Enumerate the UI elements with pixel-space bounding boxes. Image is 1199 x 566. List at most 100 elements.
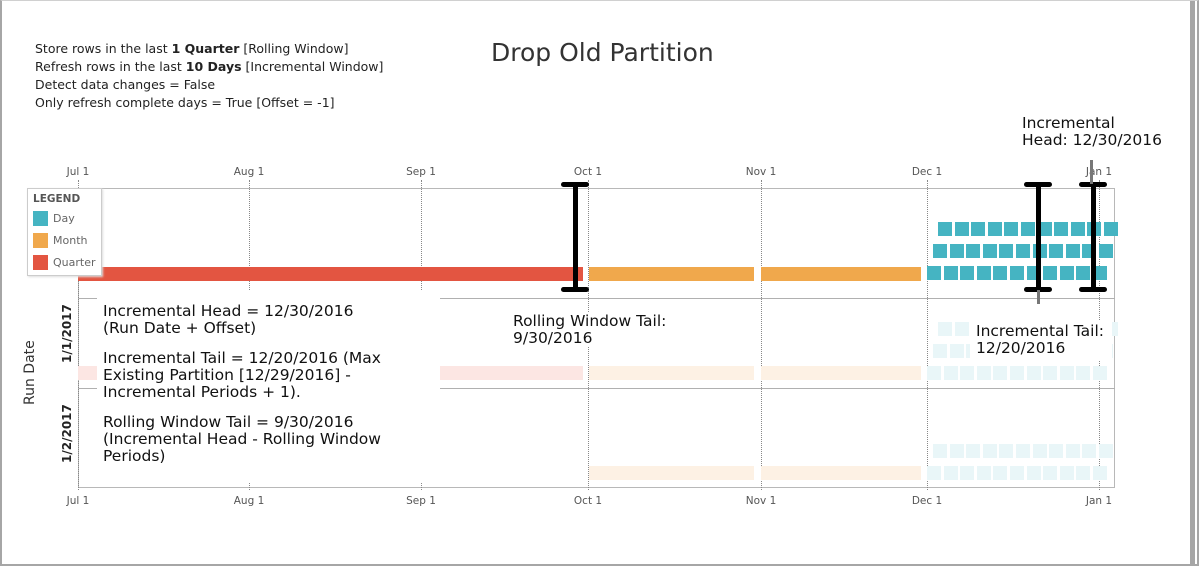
x-tick-top: Jul 1 <box>66 166 90 178</box>
day-bar <box>1104 222 1118 236</box>
day-bar <box>999 244 1014 258</box>
legend: LEGEND Day Month Quarter <box>27 188 102 276</box>
day-bar <box>1032 444 1047 458</box>
day-bar <box>927 366 941 380</box>
day-bar <box>976 266 991 280</box>
day-bar <box>954 222 969 236</box>
day-bar <box>982 244 997 258</box>
day-bar <box>1043 366 1058 380</box>
text: [Incremental Window] <box>241 59 384 74</box>
i-beam-marker <box>1091 184 1096 290</box>
day-bar <box>1026 366 1041 380</box>
legend-title: LEGEND <box>33 193 81 205</box>
callout-incremental-tail: Incremental Tail: 12/20/2016 <box>970 320 1112 360</box>
x-tick-bottom: Jan 1 <box>1085 495 1113 507</box>
text: [Rolling Window] <box>239 41 349 56</box>
day-bar <box>1010 266 1024 280</box>
legend-label: Quarter <box>53 255 96 269</box>
legend-item-day[interactable]: Day <box>33 207 96 229</box>
day-bar <box>949 244 964 258</box>
day-bar <box>987 222 1002 236</box>
setting-line: Detect data changes = False <box>35 76 383 94</box>
day-bar <box>933 344 947 358</box>
day-bar <box>1065 244 1080 258</box>
day-bar <box>993 266 1008 280</box>
setting-line: Store rows in the last 1 Quarter [Rollin… <box>35 40 383 58</box>
day-bar <box>1054 222 1069 236</box>
note-incremental-head: Incremental Head = 12/30/2016 (Run Date … <box>103 302 354 337</box>
swatch <box>33 254 48 270</box>
note-rolling-tail: Rolling Window Tail = 9/30/2016 (Increme… <box>103 413 381 465</box>
callout-rolling-tail: Rolling Window Tail: 9/30/2016 <box>513 313 683 347</box>
settings-description: Store rows in the last 1 Quarter [Rollin… <box>35 40 383 112</box>
legend-item-quarter[interactable]: Quarter <box>33 251 96 273</box>
day-bar <box>993 366 1008 380</box>
marker-cap <box>1024 287 1052 292</box>
text: Detect data changes = False <box>35 77 216 92</box>
day-bar <box>1059 366 1074 380</box>
chart-title: Drop Old Partition <box>491 38 714 67</box>
marker-cap <box>1024 182 1052 187</box>
day-bar <box>938 322 952 336</box>
day-bar <box>960 466 975 480</box>
day-bar <box>943 366 958 380</box>
day-bar <box>1049 444 1064 458</box>
note-incremental-tail: Incremental Tail = 12/20/2016 (Max Exist… <box>103 349 381 401</box>
swatch <box>33 210 48 226</box>
day-bar <box>938 222 952 236</box>
i-beam-marker <box>1036 184 1041 290</box>
y-axis-label: Run Date <box>22 340 38 405</box>
x-tick-top: Sep 1 <box>406 166 436 178</box>
x-tick-top: Oct 1 <box>573 166 603 178</box>
row-label-1: 1/1/2017 <box>60 304 74 363</box>
day-bar <box>960 366 975 380</box>
day-bar <box>943 466 958 480</box>
text: Only refresh complete days = True [Offse… <box>35 95 335 110</box>
x-tick-bottom: Nov 1 <box>745 495 777 507</box>
day-bar <box>976 366 991 380</box>
marker-cap <box>1079 182 1107 187</box>
marker-cap <box>1079 287 1107 292</box>
day-bar <box>1076 266 1091 280</box>
head-pointer <box>1090 160 1093 184</box>
day-bar <box>1093 266 1107 280</box>
month-bar <box>761 466 921 480</box>
day-bar <box>999 444 1014 458</box>
day-bar <box>1043 466 1058 480</box>
x-tick-top: Nov 1 <box>745 166 777 178</box>
x-tick-bottom: Dec 1 <box>911 495 943 507</box>
day-bar <box>954 322 969 336</box>
legend-label: Day <box>53 211 75 225</box>
day-bar <box>927 266 941 280</box>
day-bar <box>1043 266 1058 280</box>
day-bar <box>976 466 991 480</box>
day-bar <box>943 266 958 280</box>
day-bar <box>1099 444 1113 458</box>
day-bar <box>1059 466 1074 480</box>
day-bar <box>933 444 947 458</box>
day-bar <box>982 444 997 458</box>
day-bar <box>1076 466 1091 480</box>
day-bar <box>1093 366 1107 380</box>
day-bar <box>1010 366 1024 380</box>
marker-cap <box>561 287 589 292</box>
x-tick-bottom: Aug 1 <box>233 495 265 507</box>
day-bar <box>1082 444 1097 458</box>
day-bar <box>1076 366 1091 380</box>
day-bar <box>927 466 941 480</box>
text: Refresh rows in the last <box>35 59 186 74</box>
text: Store rows in the last <box>35 41 172 56</box>
quarter-bar <box>78 267 583 281</box>
setting-line: Refresh rows in the last 10 Days [Increm… <box>35 58 383 76</box>
day-bar <box>1093 466 1107 480</box>
legend-item-month[interactable]: Month <box>33 229 96 251</box>
day-bar <box>1021 222 1035 236</box>
marker-cap <box>561 182 589 187</box>
month-bar <box>589 267 754 281</box>
day-bar <box>1016 244 1030 258</box>
swatch <box>33 232 48 248</box>
day-bar <box>971 222 986 236</box>
x-tick-bottom: Jul 1 <box>66 495 90 507</box>
day-bar <box>1037 222 1052 236</box>
gridline <box>78 180 79 490</box>
